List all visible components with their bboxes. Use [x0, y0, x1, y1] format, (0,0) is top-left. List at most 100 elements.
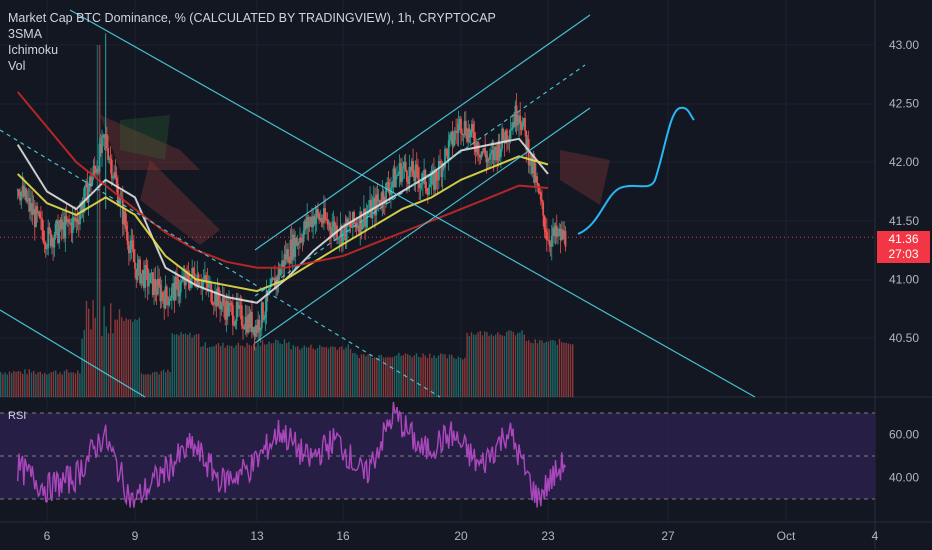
candle-body	[533, 160, 536, 183]
volume-bar	[466, 332, 468, 397]
time-tick-label: 6	[44, 529, 51, 543]
candle-body	[549, 244, 552, 247]
candle-body	[498, 140, 501, 158]
candle-body	[446, 149, 449, 159]
sma-slow-line	[16, 91, 549, 269]
candle-body	[94, 168, 97, 173]
volume-bar	[15, 372, 17, 397]
volume-bar	[255, 346, 257, 397]
candle-body	[88, 176, 91, 188]
volume-bar	[371, 357, 374, 397]
candle-body	[437, 161, 440, 180]
volume-bar	[107, 333, 110, 397]
volume-bar	[477, 332, 479, 397]
candle-body	[263, 317, 266, 320]
volume-bar	[70, 372, 72, 397]
candle-body	[455, 130, 457, 132]
volume-bar	[184, 333, 187, 397]
candle-body	[295, 238, 298, 246]
candle-body	[176, 276, 178, 280]
indicator-3sma[interactable]: 3SMA	[8, 27, 43, 41]
chart-title[interactable]: Market Cap BTC Dominance, % (CALCULATED …	[8, 11, 496, 25]
candle-body	[17, 189, 20, 197]
candle-body	[164, 286, 167, 309]
candle-body	[52, 238, 55, 248]
volume-bar	[145, 374, 147, 397]
candle-body	[291, 234, 294, 260]
rsi-line	[17, 401, 567, 508]
candle-body	[65, 216, 68, 223]
volume-bar	[17, 370, 19, 397]
volume-bar	[79, 373, 81, 397]
candle-body	[145, 265, 148, 269]
volume-bar	[110, 303, 112, 397]
volume-bar	[96, 45, 99, 397]
volume-bar	[136, 319, 138, 397]
volume-bar	[28, 369, 30, 397]
candle-body	[129, 246, 132, 254]
candle-body	[375, 194, 378, 216]
indicator-vol[interactable]: Vol	[8, 59, 26, 73]
projection-curve	[577, 106, 695, 235]
volume-bar	[2, 374, 4, 397]
candle-body	[192, 268, 195, 274]
volume-bar	[253, 343, 255, 397]
volume-bar	[134, 319, 136, 397]
candle-body	[277, 268, 280, 283]
candle-body	[41, 218, 44, 231]
candle-body	[252, 326, 255, 333]
candle-body	[512, 122, 514, 129]
volume-bar	[94, 317, 96, 397]
candle-body	[378, 199, 381, 205]
volume-bar	[33, 370, 35, 397]
volume-bar	[321, 346, 323, 397]
volume-bar	[224, 347, 226, 397]
volume-bar	[545, 341, 547, 397]
volume-bar	[407, 354, 409, 397]
volume-bar	[352, 352, 354, 397]
candle-body	[541, 199, 543, 203]
volume-bar	[6, 374, 8, 397]
candle-body	[281, 260, 283, 268]
time-axis[interactable]: 6 9 13 16 20 23 27 Oct 4	[44, 529, 879, 543]
volume-bar	[534, 339, 536, 397]
candle-body	[334, 225, 337, 234]
candle-body	[473, 132, 476, 146]
candle-body	[297, 242, 300, 244]
candle-body	[146, 268, 149, 287]
candle-body	[178, 292, 181, 297]
candle-body	[75, 219, 78, 222]
volume-bar	[517, 332, 519, 397]
candle-body	[223, 297, 225, 307]
volume-bar	[250, 345, 253, 397]
candle-body	[457, 123, 460, 134]
candle-body	[526, 139, 529, 150]
candle-body	[58, 229, 61, 243]
candle-body	[253, 326, 256, 337]
volume-bar	[92, 300, 94, 397]
volume-bar	[475, 334, 477, 397]
candle-body	[539, 192, 542, 200]
volume-bar	[310, 344, 312, 397]
candle-body	[155, 291, 158, 295]
volume-bar	[121, 317, 123, 397]
candle-body	[326, 219, 329, 225]
candle-body	[181, 280, 183, 282]
rsi-indicator-label[interactable]: RSI	[8, 410, 27, 422]
volume-bar	[22, 373, 24, 397]
volume-bar	[468, 335, 470, 397]
candle-body	[115, 178, 118, 184]
volume-bar	[308, 347, 310, 397]
volume-bar	[132, 321, 134, 397]
volume-bar	[330, 346, 332, 397]
indicator-ichimoku[interactable]: Ichimoku	[8, 43, 59, 57]
price-axis[interactable]: 43.00 42.50 42.00 41.50 41.00 40.50 60.00 40.00	[889, 38, 919, 485]
candle-body	[30, 203, 33, 212]
candle-body	[42, 230, 45, 243]
candle-body	[301, 240, 304, 242]
candle-body	[96, 168, 99, 173]
volume-bar	[143, 374, 145, 397]
candle-body	[28, 197, 31, 212]
candle-body	[191, 268, 194, 278]
